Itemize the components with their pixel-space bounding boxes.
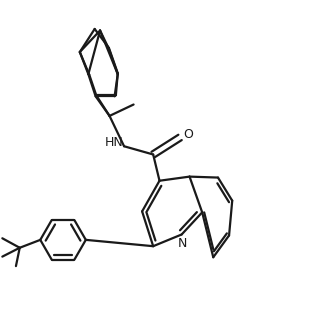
Text: N: N	[178, 237, 187, 250]
Text: O: O	[183, 129, 193, 142]
Text: HN: HN	[105, 136, 123, 149]
